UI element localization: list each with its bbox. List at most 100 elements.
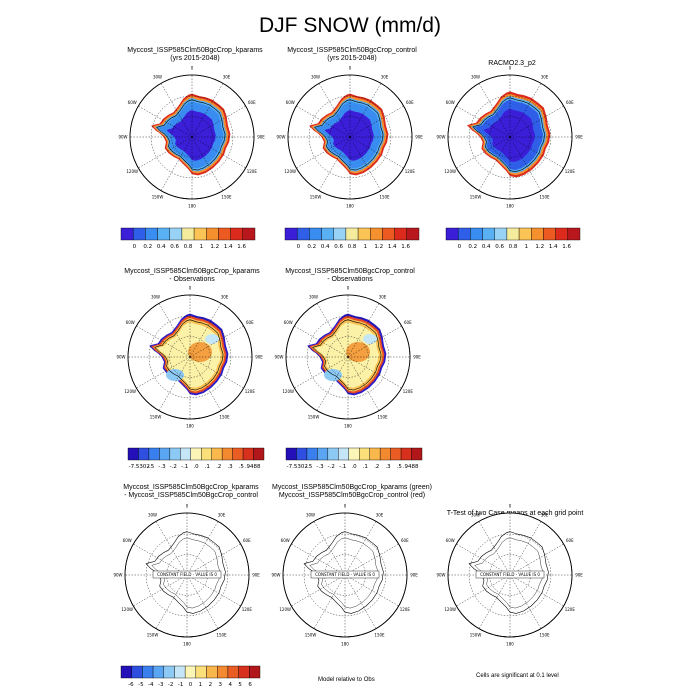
latitude-circle (329, 116, 371, 158)
polar-map-p8: 0 30E 60E 90E 120E 150E 180 150W 120W 90W 60W 30W CO… (271, 504, 418, 647)
longitude-label: 150E (216, 632, 227, 637)
meridian-line (291, 543, 346, 576)
map-border (129, 74, 255, 200)
panel-title-p3: RACMO2.3_p2 (432, 60, 592, 68)
colorbar-swatch (227, 665, 239, 679)
colorbar-tick-label: -.5 (305, 464, 313, 470)
longitude-label: 30E (218, 513, 226, 518)
colorbar-swatch (127, 447, 139, 461)
meridian-line (456, 105, 511, 138)
meridian-line (158, 303, 191, 358)
longitude-label: 90W (116, 355, 125, 360)
colorbar-swatch (406, 227, 420, 241)
colorbar-tick-label: 0.4 (482, 244, 491, 250)
longitude-label: 150E (219, 414, 230, 419)
meridian-line (347, 303, 380, 358)
colorbar-tick-label: -5 (138, 682, 144, 688)
colorbar-bottom: -6 -5 -4 -3 -2 -1 0 1 2 3 4 5 6 (120, 665, 261, 688)
meridian-line (456, 136, 511, 169)
colorbar-swatch (152, 665, 164, 679)
meridian-line (344, 521, 377, 576)
colorbar-swatch (230, 227, 244, 241)
longitude-label: 120E (247, 169, 258, 174)
colorbar-tick-label: 4 (228, 682, 232, 688)
longitude-label: 60E (566, 100, 574, 105)
colorbar-tick-label: 1 (199, 682, 203, 688)
colorbar-tick-label: 1.4 (549, 244, 558, 250)
longitude-label: 180 (341, 642, 349, 647)
polar-map-p9: 0 30E 60E 90E 120E 150E 180 150W 120W 90W 60W 30W CO… (436, 504, 583, 647)
colorbar-swatch (567, 227, 581, 241)
meridian-line (158, 356, 191, 411)
colorbar-swatch (120, 665, 132, 679)
colorbar-swatch (296, 447, 308, 461)
constant-field-box: CONSTANT FIELD - VALUE IS 0 (152, 570, 222, 579)
meridian-line (344, 543, 399, 576)
colorbar-tick-label: 0.2 (143, 244, 152, 250)
meridian-line (186, 574, 241, 607)
map-border (124, 512, 250, 638)
colorbar-swatch (232, 447, 244, 461)
colorbar-tick-label: -.3 (316, 464, 324, 470)
colorbar-swatch (120, 227, 134, 241)
plateau-field (324, 110, 374, 161)
graticule (128, 295, 252, 419)
panel-title-line2: Myccost_ISSP585Clm50BgcCrop_control (red… (278, 492, 426, 499)
meridian-line (138, 105, 193, 138)
colorbar-tick-label: 0.2 (468, 244, 477, 250)
meridian-line (344, 574, 377, 629)
meridian-line (347, 325, 402, 358)
colorbar-swatch (296, 227, 310, 241)
positive-anomaly (188, 342, 212, 362)
longitude-label: 150W (150, 414, 162, 419)
longitude-label: 120W (126, 169, 138, 174)
colorbar-tick-label: -2 (168, 682, 173, 688)
constant-field-box: CONSTANT FIELD - VALUE IS 0 (310, 570, 380, 579)
colorbar-tick-label: -.2 (170, 464, 177, 470)
colorbar-swatch (132, 227, 146, 241)
longitude-label: 90E (575, 135, 583, 140)
significance-label: Cells are significant at 0.1 level (476, 673, 559, 679)
colorbar-swatch (201, 447, 212, 461)
longitude-label: 180 (186, 424, 194, 429)
longitude-label: 180 (344, 424, 352, 429)
colorbar-tick-label: .1 (205, 464, 210, 470)
colorbar-swatch (338, 447, 349, 461)
panel-title-line2: - Observations (169, 276, 215, 283)
meridian-line (509, 574, 564, 607)
colorbar-tick-label: -.1 (339, 464, 346, 470)
meridian-line (294, 325, 349, 358)
longitude-label: 150W (310, 194, 322, 199)
constant-field-box: CONSTANT FIELD - VALUE IS 0 (475, 570, 545, 579)
longitude-label: 60E (248, 100, 256, 105)
colorbar-diff-p5: -7.5302-.5 -.3 -.2 -.1 .0 .1 .2 .3 .5.9488 (285, 447, 423, 470)
colorbar-tick-label: 0.4 (321, 244, 330, 250)
longitude-label: 0 (509, 66, 512, 71)
map-border (285, 294, 411, 420)
colorbar-swatch (284, 227, 298, 241)
latitude-circle (308, 95, 392, 179)
colorbar-swatch (131, 665, 143, 679)
panel-title-line2: (yrs 2015-2048) (327, 55, 377, 62)
longitude-label: 90W (118, 135, 127, 140)
meridian-line (155, 574, 188, 629)
meridian-line (509, 105, 564, 138)
colorbar-swatch (142, 665, 154, 679)
colorbar-tick-label: .0 (193, 464, 199, 470)
colorbar-swatch (470, 227, 483, 241)
panel-title-p2: Myccost_ISSP585Clm50BgcCrop_control (yrs… (272, 47, 432, 63)
longitude-label: 150W (470, 194, 482, 199)
colorbar-tick-label: 0 (133, 244, 137, 250)
longitude-label: 0 (191, 66, 194, 71)
longitude-label: 30W (471, 513, 480, 518)
panel-title-line1: RACMO2.3_p2 (488, 60, 536, 67)
colorbar-swatch (370, 227, 383, 241)
meridian-line (189, 303, 222, 358)
longitude-label: 90E (410, 573, 418, 578)
colorbar-tick-label: 0.2 (307, 244, 316, 250)
longitude-label: 30W (471, 75, 480, 80)
colorbar-tick-label: -4 (148, 682, 154, 688)
longitude-label: 30E (223, 75, 231, 80)
meridian-line (509, 136, 542, 191)
longitude-label: 180 (346, 204, 354, 209)
